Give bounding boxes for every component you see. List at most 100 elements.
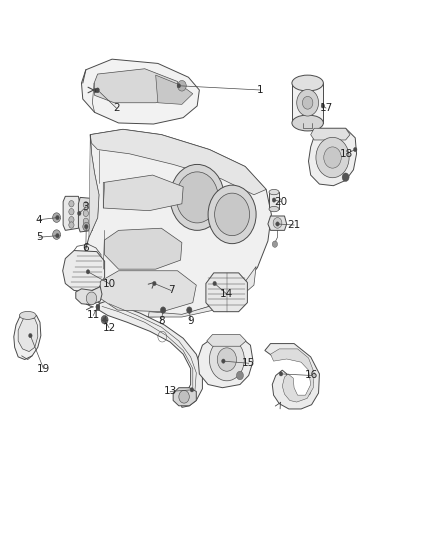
Polygon shape	[103, 175, 183, 211]
Circle shape	[302, 96, 313, 109]
Polygon shape	[14, 316, 41, 360]
Circle shape	[222, 359, 225, 364]
Circle shape	[276, 222, 279, 226]
Circle shape	[85, 224, 88, 229]
Text: 10: 10	[102, 279, 116, 288]
Polygon shape	[100, 271, 196, 312]
Text: 17: 17	[319, 103, 332, 113]
Text: 12: 12	[102, 322, 116, 333]
Circle shape	[69, 222, 74, 228]
Circle shape	[342, 173, 349, 181]
Circle shape	[324, 147, 341, 168]
Ellipse shape	[269, 206, 279, 212]
Circle shape	[217, 348, 237, 371]
Circle shape	[28, 334, 32, 338]
Circle shape	[177, 84, 180, 88]
Circle shape	[177, 80, 186, 91]
Text: 18: 18	[340, 149, 353, 159]
Polygon shape	[271, 349, 314, 402]
Polygon shape	[89, 135, 99, 237]
Circle shape	[209, 338, 244, 381]
Polygon shape	[63, 196, 80, 230]
Text: 3: 3	[82, 202, 89, 212]
Circle shape	[83, 210, 88, 216]
Circle shape	[297, 90, 318, 116]
Text: 13: 13	[163, 386, 177, 397]
Ellipse shape	[292, 115, 323, 131]
Circle shape	[273, 217, 282, 228]
Polygon shape	[83, 130, 272, 317]
Circle shape	[86, 292, 97, 305]
Polygon shape	[105, 228, 182, 269]
Circle shape	[101, 316, 108, 324]
Circle shape	[208, 185, 256, 244]
Text: 15: 15	[242, 358, 255, 368]
Bar	[96, 304, 99, 310]
Circle shape	[152, 281, 156, 286]
Circle shape	[83, 218, 88, 224]
Text: 4: 4	[36, 215, 42, 225]
Circle shape	[179, 390, 189, 403]
Polygon shape	[78, 197, 94, 232]
Polygon shape	[292, 83, 323, 123]
Text: 14: 14	[220, 289, 233, 299]
Text: 16: 16	[305, 370, 318, 381]
Circle shape	[69, 216, 74, 223]
Polygon shape	[311, 128, 350, 140]
Polygon shape	[18, 319, 38, 352]
Polygon shape	[308, 128, 357, 185]
Circle shape	[69, 208, 74, 215]
Polygon shape	[268, 216, 287, 230]
Polygon shape	[99, 301, 202, 407]
Polygon shape	[148, 266, 256, 317]
Circle shape	[56, 215, 59, 220]
Circle shape	[103, 318, 106, 322]
Text: 20: 20	[275, 197, 288, 207]
Circle shape	[78, 211, 81, 215]
Polygon shape	[206, 273, 247, 312]
Circle shape	[321, 104, 325, 108]
Circle shape	[187, 307, 192, 313]
Polygon shape	[90, 130, 266, 195]
Circle shape	[86, 270, 90, 274]
Circle shape	[316, 138, 349, 177]
Text: 9: 9	[187, 316, 194, 326]
Bar	[94, 88, 98, 92]
Ellipse shape	[269, 189, 279, 195]
Circle shape	[272, 198, 276, 202]
Circle shape	[160, 307, 166, 313]
Text: 5: 5	[36, 232, 42, 243]
Polygon shape	[76, 287, 102, 305]
Text: 21: 21	[287, 220, 301, 230]
Text: 11: 11	[87, 310, 100, 320]
Circle shape	[56, 233, 59, 238]
Circle shape	[69, 200, 74, 207]
Circle shape	[53, 230, 60, 239]
Polygon shape	[63, 251, 105, 292]
Circle shape	[83, 201, 88, 208]
Polygon shape	[173, 387, 196, 406]
Text: 2: 2	[113, 103, 120, 113]
Circle shape	[279, 372, 283, 376]
Text: 7: 7	[168, 286, 174, 295]
Circle shape	[96, 88, 99, 92]
Polygon shape	[94, 69, 177, 103]
Text: 1: 1	[257, 85, 264, 95]
Text: 6: 6	[82, 243, 89, 253]
Circle shape	[96, 305, 99, 309]
Polygon shape	[207, 335, 246, 346]
Ellipse shape	[292, 75, 323, 91]
Circle shape	[215, 193, 250, 236]
Text: 8: 8	[158, 316, 165, 326]
Circle shape	[190, 387, 194, 392]
Ellipse shape	[19, 311, 36, 319]
Circle shape	[83, 222, 90, 231]
Text: 19: 19	[37, 364, 50, 374]
Circle shape	[213, 281, 216, 286]
Circle shape	[53, 213, 60, 222]
Polygon shape	[269, 192, 279, 209]
Polygon shape	[265, 344, 319, 409]
Circle shape	[170, 165, 224, 230]
Circle shape	[176, 172, 218, 223]
Polygon shape	[198, 337, 253, 387]
